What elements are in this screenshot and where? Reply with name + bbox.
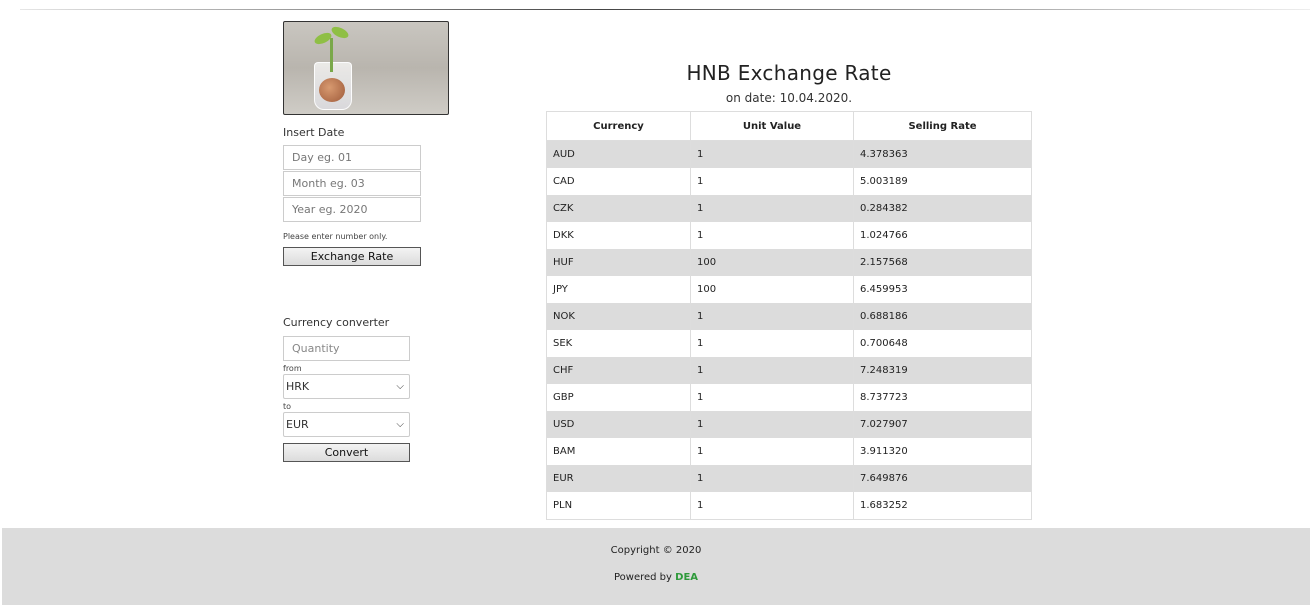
cell-selling-rate: 7.649876 [853,465,1032,492]
footer: Copyright © 2020 Powered by DEA [2,528,1310,605]
cell-selling-rate: 2.157568 [853,249,1032,276]
cell-currency: CZK [546,195,691,222]
cell-currency: PLN [546,492,691,520]
table-row: DKK 1 1.024766 [546,222,1032,249]
cell-selling-rate: 7.248319 [853,357,1032,384]
cell-currency: AUD [546,140,691,168]
cell-currency: CAD [546,168,691,195]
header-selling-rate: Selling Rate [853,111,1032,141]
cell-unit-value: 1 [690,195,854,222]
table-row: NOK 1 0.688186 [546,303,1032,330]
cell-unit-value: 1 [690,140,854,168]
cell-selling-rate: 3.911320 [853,438,1032,465]
convert-button[interactable]: Convert [283,443,410,462]
powered-by-prefix: Powered by [613,572,672,583]
cell-selling-rate: 0.284382 [853,195,1032,222]
cell-selling-rate: 5.003189 [853,168,1032,195]
insert-date-label: Insert Date [283,126,345,139]
quantity-input[interactable]: Quantity [283,336,410,361]
cell-selling-rate: 0.688186 [853,303,1032,330]
hero-image [283,21,449,115]
cell-currency: GBP [546,384,691,411]
powered-by: Powered by DEA [2,572,1310,583]
page-title: HNB Exchange Rate [686,61,892,85]
table-row: CAD 1 5.003189 [546,168,1032,195]
header-unit-value: Unit Value [690,111,854,141]
plant-stem [330,38,333,72]
chevron-down-icon: ⌵ [396,419,404,430]
year-input[interactable]: Year eg. 2020 [283,197,421,222]
from-label: from [283,364,302,373]
rate-date: on date: 10.04.2020. [725,91,853,105]
table-row: USD 1 7.027907 [546,411,1032,438]
cell-unit-value: 100 [690,276,854,303]
table-header-row: Currency Unit Value Selling Rate [546,111,1032,141]
to-label: to [283,402,292,411]
table-row: GBP 1 8.737723 [546,384,1032,411]
cell-currency: USD [546,411,691,438]
cell-unit-value: 1 [690,411,854,438]
chevron-down-icon: ⌵ [396,381,404,392]
cell-selling-rate: 8.737723 [853,384,1032,411]
to-currency-select[interactable]: EUR ⌵ [283,412,410,437]
cell-currency: SEK [546,330,691,357]
brand-link[interactable]: DEA [675,572,699,583]
table-row: JPY 100 6.459953 [546,276,1032,303]
from-currency-select[interactable]: HRK ⌵ [283,374,410,399]
cell-selling-rate: 1.024766 [853,222,1032,249]
month-input[interactable]: Month eg. 03 [283,171,421,196]
table-row: CHF 1 7.248319 [546,357,1032,384]
cell-currency: JPY [546,276,691,303]
sidebar: Insert Date Day eg. 01 Month eg. 03 Year… [283,21,453,462]
top-divider [20,9,1310,10]
cell-selling-rate: 1.683252 [853,492,1032,520]
cell-selling-rate: 6.459953 [853,276,1032,303]
coins-shape [319,78,345,102]
number-hint: Please enter number only. [283,232,388,241]
cell-currency: EUR [546,465,691,492]
to-currency-value: EUR [286,418,309,431]
cell-currency: HUF [546,249,691,276]
table-row: HUF 100 2.157568 [546,249,1032,276]
cell-selling-rate: 4.378363 [853,140,1032,168]
table-body: AUD 1 4.378363 CAD 1 5.003189 CZK 1 0.284382 DKK 1… [546,140,1032,520]
cell-unit-value: 100 [690,249,854,276]
cell-unit-value: 1 [690,384,854,411]
cell-currency: CHF [546,357,691,384]
exchange-rate-table: Currency Unit Value Selling Rate AUD 1 4.3… [546,111,1032,520]
cell-unit-value: 1 [690,357,854,384]
cell-unit-value: 1 [690,168,854,195]
table-row: CZK 1 0.284382 [546,195,1032,222]
table-row: AUD 1 4.378363 [546,140,1032,168]
cell-selling-rate: 7.027907 [853,411,1032,438]
cell-unit-value: 1 [690,492,854,520]
cell-unit-value: 1 [690,438,854,465]
table-row: EUR 1 7.649876 [546,465,1032,492]
from-currency-value: HRK [286,380,310,393]
header-currency: Currency [546,111,691,141]
copyright-text: Copyright © 2020 [610,545,702,556]
cell-unit-value: 1 [690,222,854,249]
cell-unit-value: 1 [690,330,854,357]
table-row: BAM 1 3.911320 [546,438,1032,465]
cell-unit-value: 1 [690,465,854,492]
table-row: SEK 1 0.700648 [546,330,1032,357]
day-input[interactable]: Day eg. 01 [283,145,421,170]
cell-currency: DKK [546,222,691,249]
cell-currency: NOK [546,303,691,330]
cell-selling-rate: 0.700648 [853,330,1032,357]
table-row: PLN 1 1.683252 [546,492,1032,520]
exchange-rate-button[interactable]: Exchange Rate [283,247,421,266]
currency-converter-label: Currency converter [283,316,390,329]
cell-currency: BAM [546,438,691,465]
cell-unit-value: 1 [690,303,854,330]
